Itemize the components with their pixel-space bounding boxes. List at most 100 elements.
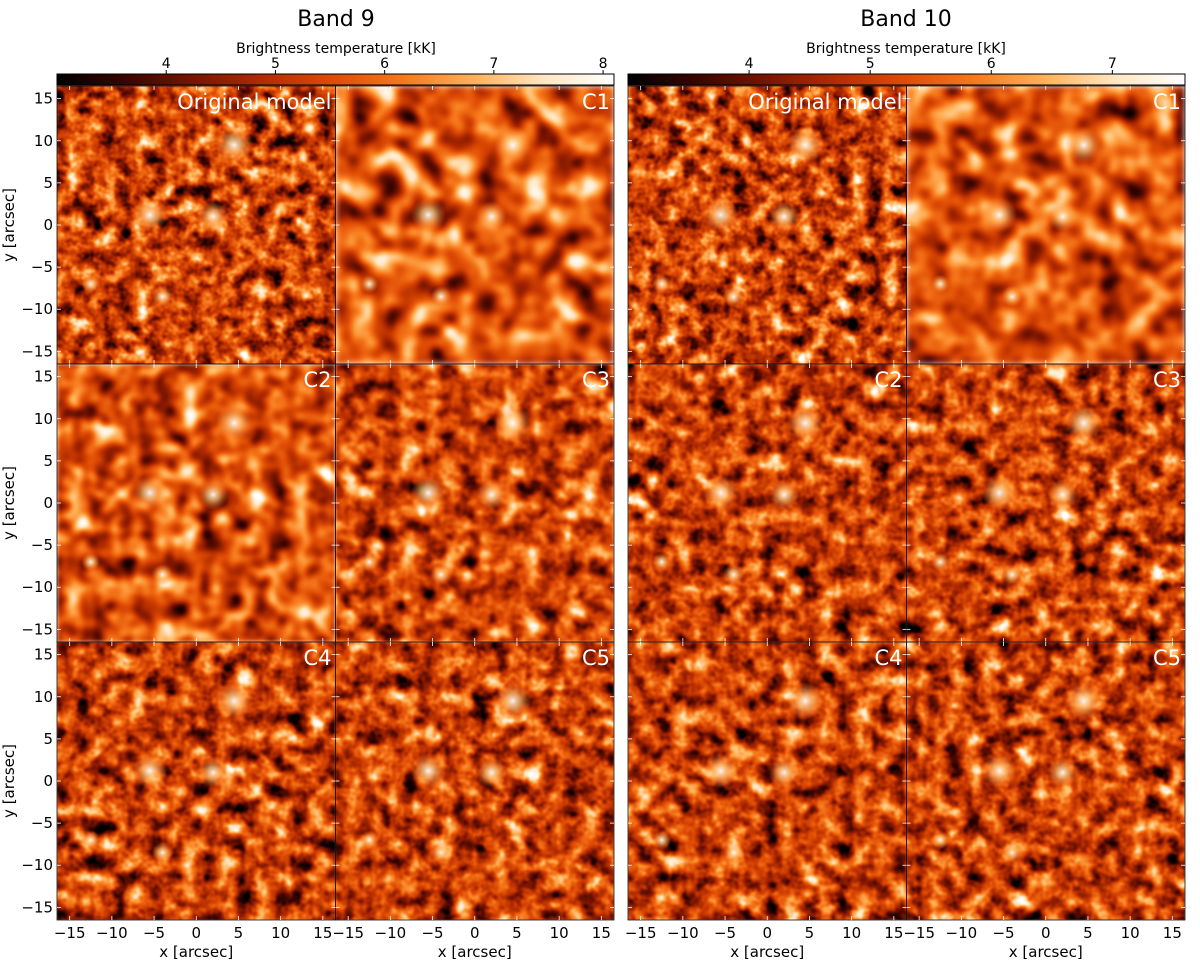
bright-feature xyxy=(652,552,672,572)
image-panel xyxy=(57,642,336,920)
band9-colorbar-ticks: 4 5 6 7 8 xyxy=(162,56,608,74)
x-tick-label: −5 xyxy=(714,924,736,942)
bright-feature xyxy=(132,197,168,233)
bright-feature xyxy=(476,479,507,510)
y-tick-label: −10 xyxy=(21,300,53,318)
panel-texture xyxy=(628,86,907,364)
bright-feature xyxy=(703,475,739,511)
image-panel xyxy=(906,642,1185,920)
panel-label: Original model xyxy=(748,90,902,114)
y-tick-label: 10 xyxy=(34,688,53,706)
x-tick-label: −15 xyxy=(332,924,364,942)
bright-feature xyxy=(1001,563,1023,586)
image-panel xyxy=(335,642,614,920)
colorbar-tick-label: 6 xyxy=(380,56,389,72)
x-tick-label: −15 xyxy=(903,924,935,942)
x-axis-label: x [arcsec] xyxy=(730,943,804,961)
y-tick-label: −5 xyxy=(31,536,53,554)
bright-feature xyxy=(768,201,800,232)
bright-feature xyxy=(1001,285,1023,308)
x-tick-label: 15 xyxy=(592,924,611,942)
colorbar-tick-label: 7 xyxy=(489,56,498,72)
panel-texture xyxy=(906,86,1185,364)
x-tick-label: 15 xyxy=(1163,924,1182,942)
y-tick-label: −15 xyxy=(21,620,53,638)
image-panel xyxy=(628,86,907,364)
y-tick-label: 5 xyxy=(43,452,53,470)
panel-texture xyxy=(335,364,614,642)
bright-feature xyxy=(81,552,101,572)
bright-feature xyxy=(430,841,452,864)
x-tick-label: −5 xyxy=(992,924,1014,942)
x-tick-label: 15 xyxy=(313,924,332,942)
bright-feature xyxy=(410,475,447,511)
colorbar-tick-label: 4 xyxy=(162,56,171,72)
y-tick-label: 10 xyxy=(34,410,53,428)
bright-feature xyxy=(930,830,950,850)
colorbar-tick-label: 4 xyxy=(745,56,754,72)
image-panel xyxy=(906,86,1185,364)
y-tick-label: −10 xyxy=(21,578,53,596)
x-tick-label: −15 xyxy=(54,924,86,942)
x-tick-label: 5 xyxy=(234,924,244,942)
panel-label: C2 xyxy=(303,368,331,392)
bright-feature xyxy=(1047,201,1078,232)
x-tick-label: 0 xyxy=(470,924,480,942)
x-tick-label: 10 xyxy=(550,924,569,942)
x-axis-label: x [arcsec] xyxy=(159,943,233,961)
panel-label: C5 xyxy=(582,646,610,670)
bright-feature xyxy=(197,757,229,788)
bright-feature xyxy=(703,197,739,233)
bright-feature xyxy=(786,126,825,164)
x-tick-label: −5 xyxy=(143,924,165,942)
bright-feature xyxy=(981,753,1018,789)
bright-feature xyxy=(410,197,447,233)
bright-feature xyxy=(1001,841,1023,864)
y-tick-label: 0 xyxy=(43,772,53,790)
bright-feature xyxy=(1064,682,1103,720)
panel-texture xyxy=(906,364,1185,642)
y-axis-label: y [arcsec] xyxy=(0,744,18,818)
panel-label: C4 xyxy=(874,646,902,670)
bright-feature xyxy=(430,563,452,586)
bright-feature xyxy=(1047,479,1078,510)
panel-label: C2 xyxy=(874,368,902,392)
bright-feature xyxy=(493,682,532,720)
y-tick-label: 10 xyxy=(34,132,53,150)
x-tick-label: −10 xyxy=(375,924,407,942)
y-tick-label: −15 xyxy=(21,898,53,916)
bright-feature xyxy=(652,830,672,850)
panel-texture xyxy=(57,86,336,364)
panel-label: C4 xyxy=(303,646,331,670)
panel-texture xyxy=(628,364,907,642)
band10-colorbar-ticks: 4 5 6 7 xyxy=(745,56,1117,74)
panel-texture xyxy=(335,86,614,364)
bright-feature xyxy=(81,830,101,850)
bright-feature xyxy=(493,126,532,164)
y-tick-label: −5 xyxy=(31,814,53,832)
band9-colorbar xyxy=(56,73,615,86)
panel-label: C3 xyxy=(1153,368,1181,392)
bright-feature xyxy=(981,197,1018,233)
panel-texture xyxy=(57,364,336,642)
bright-feature xyxy=(1064,404,1103,442)
bright-feature xyxy=(151,563,174,586)
band10-colorbar xyxy=(627,73,1186,86)
y-axis-label: y [arcsec] xyxy=(0,466,18,540)
band10-title: Band 10 xyxy=(860,7,951,32)
image-panel xyxy=(628,364,907,642)
bright-feature xyxy=(786,682,825,720)
image-panel xyxy=(335,86,614,364)
image-panel xyxy=(906,364,1185,642)
y-tick-label: 5 xyxy=(43,174,53,192)
y-tick-label: 0 xyxy=(43,494,53,512)
bright-feature xyxy=(652,274,672,294)
bright-feature xyxy=(930,552,950,572)
y-tick-label: 0 xyxy=(43,216,53,234)
x-tick-label: 10 xyxy=(842,924,861,942)
band10-figure: Band 10 Brightness temperature [kK] 4 5 6 7… xyxy=(627,7,1186,921)
colorbar-tick-label: 5 xyxy=(271,56,280,72)
y-tick-label: 15 xyxy=(34,90,53,108)
bright-feature xyxy=(215,682,254,720)
image-panel xyxy=(628,642,907,920)
